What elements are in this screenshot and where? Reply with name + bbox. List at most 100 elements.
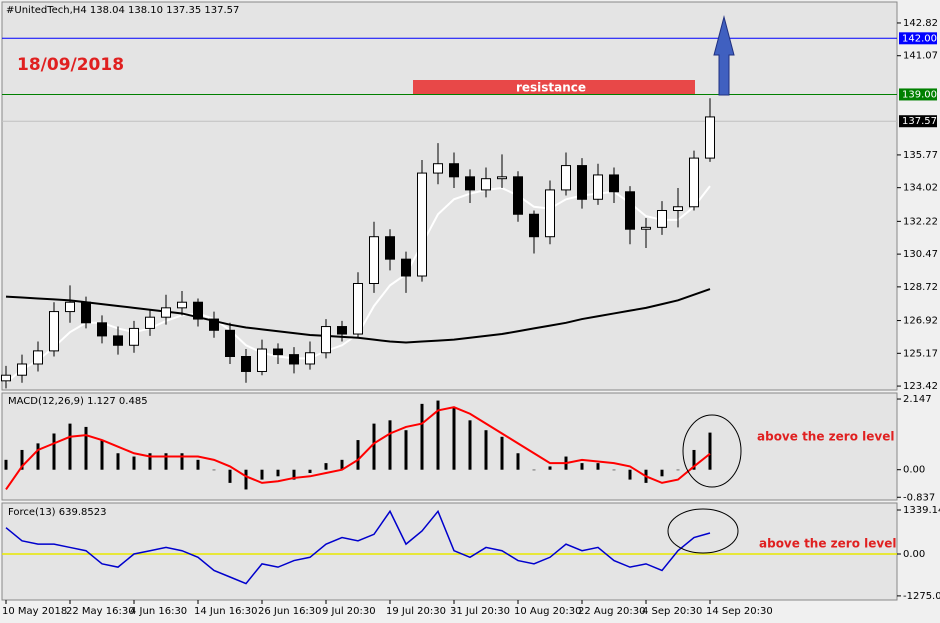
- macd-bar: [68, 423, 72, 470]
- date-label: 18/09/2018: [17, 55, 124, 75]
- macd-bar: [692, 449, 696, 470]
- y-tick-label: 0.00: [903, 465, 925, 476]
- candle-body: [449, 163, 459, 178]
- macd-bar: [500, 436, 504, 470]
- candle-body: [273, 348, 283, 356]
- macd-bar: [212, 469, 216, 471]
- candle-body: [561, 165, 571, 191]
- macd-bar: [596, 463, 600, 470]
- candle-body: [369, 236, 379, 285]
- candle-body: [657, 210, 667, 228]
- y-tick-label: 126.92: [903, 316, 938, 327]
- candle-body: [465, 176, 475, 191]
- macd-bar: [180, 453, 184, 470]
- candle-body: [161, 307, 171, 318]
- candle-body: [385, 236, 395, 260]
- candle-body: [593, 174, 603, 200]
- macd-title: MACD(12,26,9) 1.127 0.485: [8, 396, 148, 407]
- candle-body: [481, 178, 491, 191]
- candle-body: [689, 157, 699, 208]
- x-tick-label: 4 Sep 20:30: [642, 606, 702, 617]
- resistance-label: resistance: [516, 81, 586, 95]
- candle-body: [65, 301, 75, 313]
- macd-bar: [548, 466, 552, 470]
- y-tick-label: -1275.07: [903, 591, 940, 602]
- macd-bar: [308, 469, 312, 474]
- y-tick-label: 123.42: [903, 381, 938, 392]
- macd-bar: [36, 443, 40, 470]
- macd-bar: [372, 423, 376, 470]
- macd-bar: [84, 426, 88, 470]
- x-tick-label: 10 May 2018: [2, 606, 67, 617]
- y-tick-label: 1339.14: [903, 505, 940, 516]
- macd-bar: [484, 430, 488, 470]
- highlight-ellipse: [682, 414, 742, 488]
- candle-body: [417, 172, 427, 277]
- candle-body: [241, 355, 251, 372]
- candle-body: [497, 176, 507, 180]
- y-tick-label: 128.72: [903, 282, 938, 293]
- price-level-box: [899, 88, 937, 101]
- up-arrow: [713, 15, 735, 96]
- candle-body: [17, 363, 27, 376]
- candle-body: [673, 206, 683, 212]
- candle-body: [609, 174, 619, 193]
- candle-body: [321, 326, 331, 354]
- candle-body: [177, 301, 187, 309]
- candle-body: [625, 191, 635, 230]
- resistance-zone: [413, 80, 695, 94]
- macd-bar: [628, 469, 632, 480]
- candle-body: [129, 327, 139, 346]
- price-level-label: 142.00: [902, 33, 937, 44]
- price-level-box: [899, 115, 937, 128]
- candle-body: [81, 301, 91, 324]
- force-panel: [1, 502, 898, 601]
- candle-body: [353, 283, 363, 335]
- macd-bar: [420, 403, 424, 470]
- candle-body: [145, 316, 155, 329]
- macd-bar: [52, 433, 56, 470]
- candle-body: [433, 163, 443, 174]
- macd-panel: [1, 392, 898, 501]
- x-tick-label: 19 Jul 20:30: [386, 606, 446, 617]
- candle-body: [577, 165, 587, 200]
- y-tick-label: 125.17: [903, 348, 938, 359]
- macd-bar: [228, 469, 232, 483]
- macd-bar: [580, 463, 584, 470]
- highlight-ellipse: [667, 508, 739, 554]
- candle-body: [257, 348, 267, 372]
- force-title: Force(13) 639.8523: [8, 507, 106, 518]
- macd-bar: [196, 459, 200, 470]
- macd-bar: [100, 440, 104, 470]
- candle-body: [33, 350, 43, 365]
- macd-bar: [452, 407, 456, 470]
- candle-body: [97, 322, 107, 337]
- y-tick-label: 2.147: [903, 394, 932, 405]
- candle-body: [209, 318, 219, 331]
- x-tick-label: 22 Aug 20:30: [578, 606, 645, 617]
- y-tick-label: 141.07: [903, 51, 938, 62]
- force-line: [5, 509, 711, 585]
- x-tick-label: 14 Sep 20:30: [706, 606, 773, 617]
- annotation: above the zero level: [759, 537, 896, 551]
- y-tick-label: 0.00: [903, 549, 925, 560]
- y-tick-label: 135.77: [903, 150, 938, 161]
- macd-bar: [148, 453, 152, 470]
- macd-bar: [340, 459, 344, 470]
- candle-body: [193, 301, 203, 320]
- macd-bar: [20, 449, 24, 470]
- macd-bar: [324, 463, 328, 470]
- macd-bar: [4, 459, 8, 470]
- candle-body: [305, 352, 315, 365]
- x-tick-label: 22 May 16:30: [66, 606, 135, 617]
- macd-bar: [132, 456, 136, 470]
- price-level-box: [899, 32, 937, 45]
- candle-body: [49, 311, 59, 352]
- x-tick-label: 31 Jul 20:30: [450, 606, 510, 617]
- candle-body: [705, 116, 715, 159]
- x-tick-label: 4 Jun 16:30: [130, 606, 187, 617]
- macd-bar: [404, 430, 408, 470]
- macd-bar: [436, 400, 440, 470]
- macd-bar: [292, 469, 296, 480]
